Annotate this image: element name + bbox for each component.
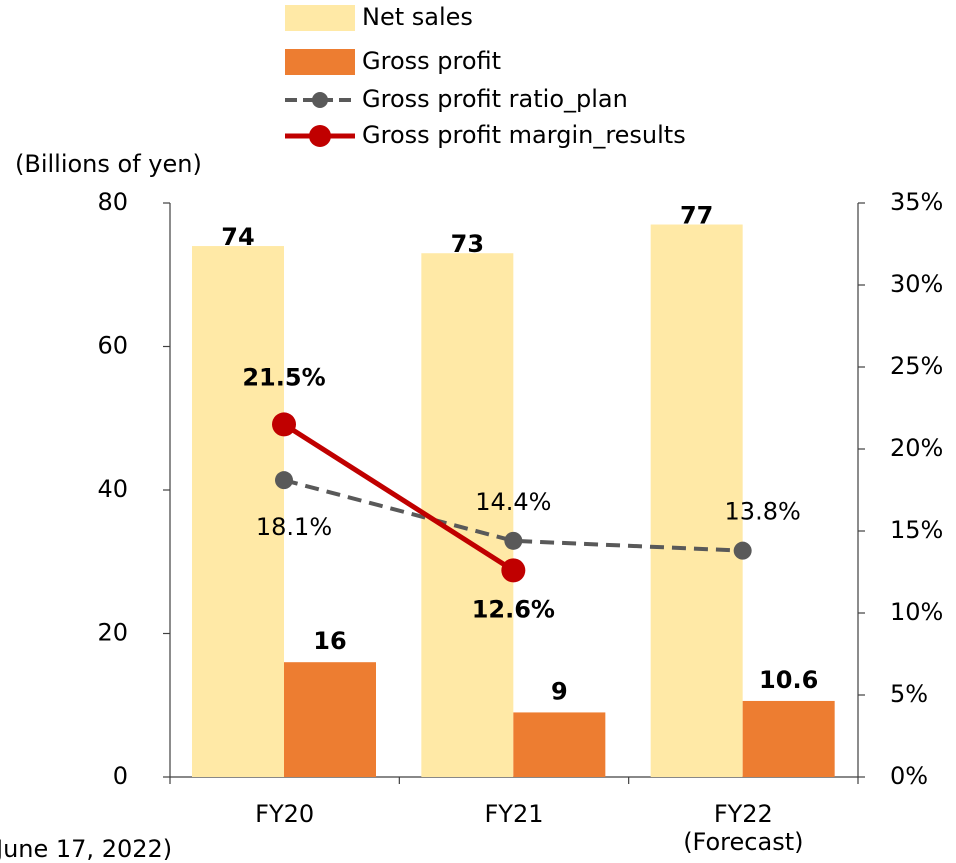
bar-value-label: 74 [221, 223, 254, 251]
bar [192, 246, 284, 778]
y-tick-label: 0 [113, 762, 128, 790]
bar-value-label: 73 [451, 230, 484, 258]
x-tick-label: FY22 (Forecast) [683, 800, 804, 856]
y2-tick-label: 10% [890, 598, 943, 626]
y2-tick-label: 25% [890, 352, 943, 380]
legend-swatch [285, 5, 355, 31]
y2-tick-label: 35% [890, 188, 943, 216]
legend-swatch-marker [312, 92, 328, 108]
line-point [733, 541, 752, 560]
line-value-label: 18.1% [256, 513, 332, 541]
legend-swatch-marker [309, 125, 331, 147]
y2-tick-label: 15% [890, 516, 943, 544]
line-point [504, 531, 523, 550]
legend-label: Gross profit margin_results [362, 121, 686, 149]
y-tick-label: 40 [97, 475, 128, 503]
bar [742, 700, 835, 777]
legend-swatch [285, 49, 355, 75]
line-value-label: 14.4% [475, 488, 551, 516]
bar [421, 253, 514, 778]
y2-tick-label: 5% [890, 680, 928, 708]
legend-label: Gross profit ratio_plan [362, 85, 628, 113]
legend-label: Net sales [362, 3, 473, 31]
x-tick-label: FY21 [484, 800, 544, 828]
bar-value-label: 9 [551, 677, 568, 705]
legend-label: Gross profit [362, 47, 501, 75]
line-value-label: 12.6% [472, 595, 555, 623]
bar [513, 712, 606, 777]
line-point [272, 412, 296, 437]
x-tick-label: FY20 [255, 800, 315, 828]
y2-tick-label: 20% [890, 434, 943, 462]
y-tick-label: 20 [97, 619, 128, 647]
line-value-label: 13.8% [725, 498, 801, 526]
bar [650, 224, 743, 777]
line [282, 422, 515, 573]
bar [284, 662, 376, 777]
y2-tick-label: 30% [890, 270, 943, 298]
bar-value-label: 77 [680, 202, 713, 230]
line [283, 478, 743, 553]
line-value-label: 21.5% [242, 363, 325, 391]
note: June 17, 2022) [0, 835, 172, 863]
y2-tick-label: 0% [890, 762, 928, 790]
line-point [275, 471, 293, 490]
axis-label: (Billions of yen) [15, 150, 202, 178]
bar-value-label: 16 [313, 627, 346, 655]
y-tick-label: 60 [97, 332, 128, 360]
bar-value-label: 10.6 [759, 666, 818, 694]
y-tick-label: 80 [97, 188, 128, 216]
line-point [501, 558, 526, 583]
